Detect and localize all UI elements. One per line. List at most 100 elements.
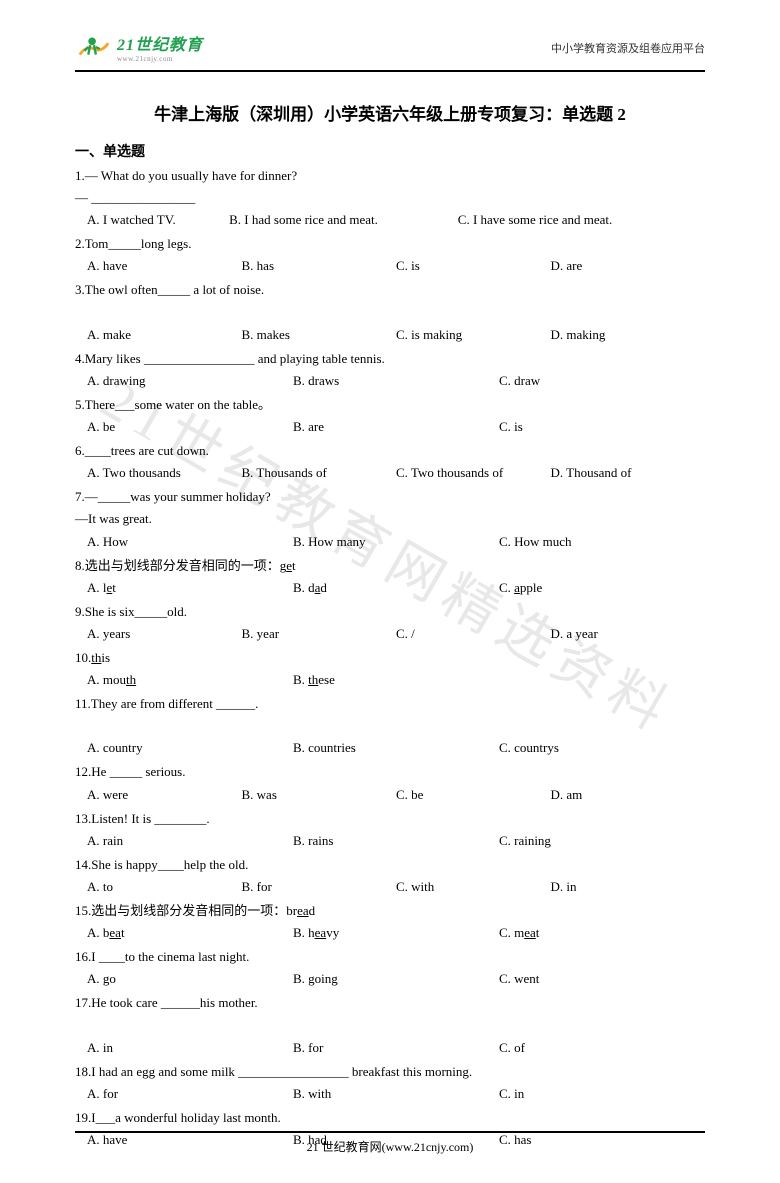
question-line: 2.Tom_____long legs. xyxy=(75,233,705,255)
option[interactable]: B. Thousands of xyxy=(242,462,397,484)
option[interactable]: C. raining xyxy=(499,830,705,852)
option[interactable]: D. a year xyxy=(551,623,706,645)
options-row: A. beatB. heavyC. meat xyxy=(75,922,705,944)
option[interactable]: B. I had some rice and meat. xyxy=(229,209,458,231)
options-row: A. beB. areC. is xyxy=(75,416,705,438)
question-14: 14.She is happy____help the old.A. toB. … xyxy=(75,854,705,898)
option[interactable]: B. How many xyxy=(293,531,499,553)
option[interactable]: C. How much xyxy=(499,531,705,553)
option[interactable]: A. country xyxy=(87,737,293,759)
option[interactable]: C. went xyxy=(499,968,705,990)
question-16: 16.I ____to the cinema last night.A. goB… xyxy=(75,946,705,990)
option[interactable]: A. make xyxy=(87,324,242,346)
option[interactable]: A. Two thousands xyxy=(87,462,242,484)
option[interactable]: C. / xyxy=(396,623,551,645)
options-row: A. yearsB. yearC. /D. a year xyxy=(75,623,705,645)
option[interactable]: A. mouth xyxy=(87,669,293,691)
question-line: 10.this xyxy=(75,647,705,669)
question-11: 11.They are from different ______. A. co… xyxy=(75,693,705,759)
options-row: A. HowB. How manyC. How much xyxy=(75,531,705,553)
option[interactable]: A. to xyxy=(87,876,242,898)
question-line: 6.____trees are cut down. xyxy=(75,440,705,462)
option[interactable]: C. countrys xyxy=(499,737,705,759)
option[interactable]: B. heavy xyxy=(293,922,499,944)
option[interactable]: D. are xyxy=(551,255,706,277)
option[interactable]: A. rain xyxy=(87,830,293,852)
option[interactable]: C. draw xyxy=(499,370,705,392)
options-row: A. toB. forC. withD. in xyxy=(75,876,705,898)
question-line: 8.选出与划线部分发音相同的一项：get xyxy=(75,555,705,577)
option[interactable]: A. let xyxy=(87,577,293,599)
option[interactable]: D. making xyxy=(551,324,706,346)
question-5: 5.There___some water on the table。A. beB… xyxy=(75,394,705,438)
question-line: —It was great. xyxy=(75,508,705,530)
option[interactable]: C. meat xyxy=(499,922,705,944)
question-line: 12.He _____ serious. xyxy=(75,761,705,783)
options-row: A. letB. dadC. apple xyxy=(75,577,705,599)
option[interactable]: C. be xyxy=(396,784,551,806)
option[interactable]: A. years xyxy=(87,623,242,645)
option[interactable]: C. Two thousands of xyxy=(396,462,551,484)
option[interactable]: B. makes xyxy=(242,324,397,346)
option[interactable]: A. go xyxy=(87,968,293,990)
option[interactable]: A. I watched TV. xyxy=(87,209,229,231)
option[interactable]: B. was xyxy=(242,784,397,806)
footer-text: 21 世纪教育网(www.21cnjy.com) xyxy=(0,1138,780,1155)
question-3: 3.The owl often_____ a lot of noise. A. … xyxy=(75,279,705,345)
options-row: A. haveB. hasC. isD. are xyxy=(75,255,705,277)
question-line xyxy=(75,302,705,324)
option[interactable]: C. is xyxy=(499,416,705,438)
option[interactable]: A. in xyxy=(87,1037,293,1059)
option[interactable]: A. How xyxy=(87,531,293,553)
option[interactable]: C. is xyxy=(396,255,551,277)
option[interactable]: B. for xyxy=(242,876,397,898)
option[interactable]: C. in xyxy=(499,1083,705,1105)
question-1: 1.— What do you usually have for dinner?… xyxy=(75,165,705,231)
question-line: 9.She is six_____old. xyxy=(75,601,705,623)
question-13: 13.Listen! It is ________.A. rainB. rain… xyxy=(75,808,705,852)
option[interactable]: B. these xyxy=(293,669,499,691)
option[interactable]: B. year xyxy=(242,623,397,645)
option[interactable]: D. am xyxy=(551,784,706,806)
question-8: 8.选出与划线部分发音相同的一项：getA. letB. dadC. apple xyxy=(75,555,705,599)
option[interactable]: B. has xyxy=(242,255,397,277)
option[interactable]: B. dad xyxy=(293,577,499,599)
option[interactable]: C. of xyxy=(499,1037,705,1059)
option[interactable]: B. are xyxy=(293,416,499,438)
question-17: 17.He took care ______his mother. A. inB… xyxy=(75,992,705,1058)
logo-sub-text: www.21cnjy.com xyxy=(117,55,203,63)
option[interactable]: A. have xyxy=(87,255,242,277)
question-9: 9.She is six_____old.A. yearsB. yearC. /… xyxy=(75,601,705,645)
option[interactable]: B. with xyxy=(293,1083,499,1105)
option[interactable]: C. apple xyxy=(499,577,705,599)
question-line: 16.I ____to the cinema last night. xyxy=(75,946,705,968)
option[interactable]: C. with xyxy=(396,876,551,898)
options-row: A. countryB. countriesC. countrys xyxy=(75,737,705,759)
option[interactable]: D. in xyxy=(551,876,706,898)
option[interactable]: A. beat xyxy=(87,922,293,944)
logo-text-block: 21世纪教育 www.21cnjy.com xyxy=(117,31,203,63)
question-line: 4.Mary likes _________________ and playi… xyxy=(75,348,705,370)
option[interactable]: A. drawing xyxy=(87,370,293,392)
question-line: 3.The owl often_____ a lot of noise. xyxy=(75,279,705,301)
question-18: 18.I had an egg and some milk __________… xyxy=(75,1061,705,1105)
option[interactable]: B. countries xyxy=(293,737,499,759)
option[interactable]: C. I have some rice and meat. xyxy=(458,209,705,231)
option[interactable]: B. rains xyxy=(293,830,499,852)
options-row: A. goB. goingC. went xyxy=(75,968,705,990)
options-row: A. Two thousandsB. Thousands ofC. Two th… xyxy=(75,462,705,484)
question-line: 11.They are from different ______. xyxy=(75,693,705,715)
option[interactable]: D. Thousand of xyxy=(551,462,706,484)
footer-divider xyxy=(75,1131,705,1133)
option[interactable]: B. draws xyxy=(293,370,499,392)
question-line: 17.He took care ______his mother. xyxy=(75,992,705,1014)
header-right-text: 中小学教育资源及组卷应用平台 xyxy=(551,40,705,56)
question-line: 15.选出与划线部分发音相同的一项：bread xyxy=(75,900,705,922)
option[interactable]: C. is making xyxy=(396,324,551,346)
options-row: A. I watched TV.B. I had some rice and m… xyxy=(75,209,705,231)
option[interactable]: B. for xyxy=(293,1037,499,1059)
option[interactable]: A. be xyxy=(87,416,293,438)
option[interactable]: B. going xyxy=(293,968,499,990)
option[interactable]: A. were xyxy=(87,784,242,806)
option[interactable]: A. for xyxy=(87,1083,293,1105)
